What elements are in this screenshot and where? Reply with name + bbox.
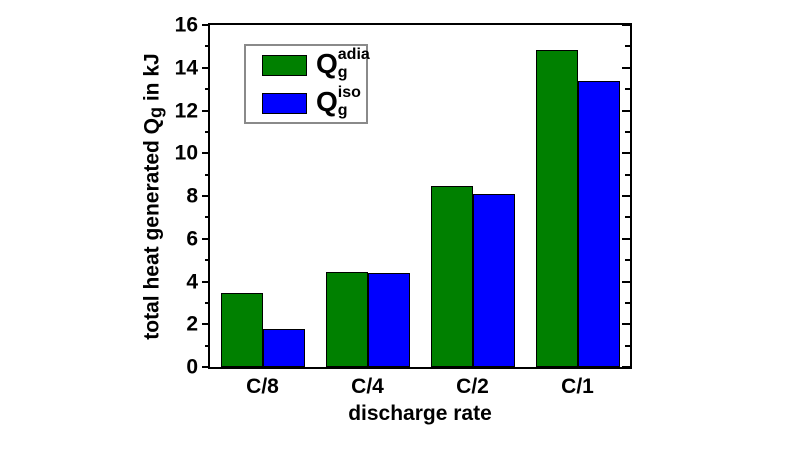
y-minor-tick-right	[625, 45, 630, 48]
bar-Qg_adia	[430, 186, 473, 367]
legend-label-base: Q	[316, 47, 338, 79]
bar-Qg_iso	[577, 80, 620, 367]
y-tick-label: 16	[174, 13, 198, 37]
y-tick-label: 4	[186, 270, 198, 293]
y-minor-tick-left	[205, 173, 210, 176]
y-minor-tick-left	[205, 130, 210, 133]
y-major-tick-left	[202, 109, 210, 112]
legend-swatch	[262, 92, 307, 114]
y-minor-tick-right	[625, 259, 630, 262]
x-tick-label: C/1	[561, 375, 594, 398]
bar-Qg_adia	[325, 271, 368, 367]
legend-label-subscript: g	[337, 101, 348, 119]
bar-Qg_iso	[262, 328, 305, 367]
y-tick-label: 0	[186, 355, 198, 379]
legend-label-superscript: iso	[337, 83, 361, 101]
x-tick-label: C/4	[351, 375, 384, 398]
bar-Qg_adia	[220, 293, 263, 367]
y-minor-tick-left	[205, 344, 210, 347]
y-minor-tick-left	[205, 259, 210, 262]
y-major-tick-left	[202, 24, 210, 26]
y-tick-label: 2	[186, 312, 198, 336]
x-tick-label: C/8	[246, 375, 279, 398]
y-tick-label: 14	[174, 56, 198, 80]
y-minor-tick-right	[625, 301, 630, 304]
y-minor-tick-right	[625, 173, 630, 176]
y-axis-title-suffix: in kJ	[140, 53, 164, 107]
y-major-tick-right	[622, 109, 630, 112]
y-major-tick-right	[622, 323, 630, 326]
y-tick-label: 12	[174, 99, 198, 122]
bar-Qg_iso	[472, 193, 515, 367]
x-axis-title: discharge rate	[348, 402, 492, 425]
y-major-tick-right	[622, 280, 630, 283]
y-tick-label: 6	[186, 227, 198, 251]
legend-label-superscript: adia	[337, 45, 370, 63]
y-minor-tick-right	[625, 88, 630, 91]
bar-Qg_iso	[367, 272, 410, 367]
y-major-tick-right	[622, 152, 630, 155]
y-minor-tick-left	[205, 216, 210, 219]
legend-label-subscript: g	[337, 63, 348, 81]
y-major-tick-left	[202, 366, 210, 368]
y-minor-tick-left	[205, 301, 210, 304]
y-axis-title: total heat generated Qg in kJ	[139, 0, 166, 397]
y-major-tick-right	[622, 195, 630, 197]
y-major-tick-left	[202, 195, 210, 197]
y-minor-tick-right	[625, 344, 630, 347]
y-major-tick-left	[202, 237, 210, 240]
x-tick-label: C/2	[456, 375, 489, 398]
legend-label-base: Q	[316, 85, 338, 117]
y-major-tick-left	[202, 323, 210, 326]
y-axis-title-subscript: g	[145, 107, 166, 118]
y-tick-label: 8	[186, 184, 198, 208]
y-major-tick-right	[622, 237, 630, 240]
y-minor-tick-left	[205, 88, 210, 91]
bar-Qg_adia	[535, 49, 578, 367]
y-major-tick-right	[622, 66, 630, 69]
y-major-tick-right	[622, 24, 630, 26]
y-major-tick-left	[202, 152, 210, 155]
y-minor-tick-right	[625, 130, 630, 133]
y-axis-title-text: total heat generated Q	[140, 118, 164, 340]
y-major-tick-right	[622, 366, 630, 368]
y-major-tick-left	[202, 66, 210, 69]
y-major-tick-left	[202, 280, 210, 283]
y-tick-label: 10	[174, 141, 198, 165]
y-minor-tick-left	[205, 45, 210, 48]
y-minor-tick-right	[625, 216, 630, 219]
legend-swatch	[262, 54, 307, 76]
